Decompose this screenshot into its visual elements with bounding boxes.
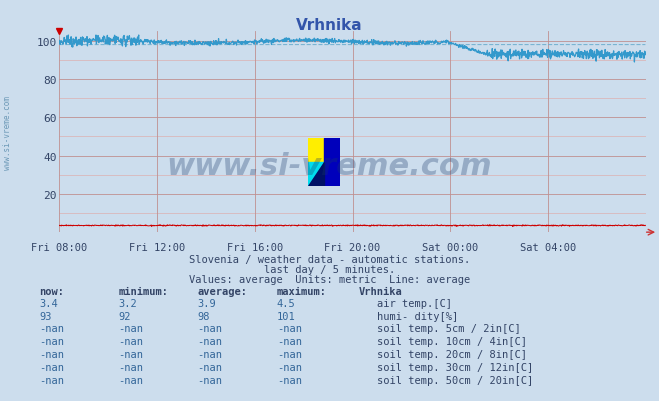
Bar <box>324 138 340 186</box>
Text: Fri 12:00: Fri 12:00 <box>129 243 185 253</box>
Text: Vrhnika: Vrhnika <box>359 287 403 297</box>
Text: -nan: -nan <box>277 349 302 359</box>
Text: -nan: -nan <box>198 349 223 359</box>
Text: 3.4: 3.4 <box>40 298 58 308</box>
Text: maximum:: maximum: <box>277 287 327 297</box>
Text: 4.5: 4.5 <box>277 298 295 308</box>
Text: -nan: -nan <box>119 336 144 346</box>
Text: air temp.[C]: air temp.[C] <box>377 298 452 308</box>
Text: now:: now: <box>40 287 65 297</box>
Text: Fri 16:00: Fri 16:00 <box>227 243 283 253</box>
Text: soil temp. 50cm / 20in[C]: soil temp. 50cm / 20in[C] <box>377 375 533 385</box>
Polygon shape <box>308 162 324 186</box>
Text: Slovenia / weather data - automatic stations.: Slovenia / weather data - automatic stat… <box>189 255 470 265</box>
Text: -nan: -nan <box>40 362 65 372</box>
Text: humi- dity[%]: humi- dity[%] <box>377 311 458 321</box>
Text: -nan: -nan <box>198 375 223 385</box>
Text: 98: 98 <box>198 311 210 321</box>
Text: -nan: -nan <box>277 362 302 372</box>
Text: soil temp. 30cm / 12in[C]: soil temp. 30cm / 12in[C] <box>377 362 533 372</box>
Text: average:: average: <box>198 287 248 297</box>
Text: Sat 04:00: Sat 04:00 <box>520 243 576 253</box>
Text: Fri 08:00: Fri 08:00 <box>31 243 88 253</box>
Text: -nan: -nan <box>198 324 223 334</box>
Text: 93: 93 <box>40 311 52 321</box>
Bar <box>308 138 324 162</box>
Text: www.si-vreme.com: www.si-vreme.com <box>3 95 13 169</box>
Text: soil temp. 20cm / 8in[C]: soil temp. 20cm / 8in[C] <box>377 349 527 359</box>
Text: -nan: -nan <box>119 362 144 372</box>
Text: -nan: -nan <box>119 324 144 334</box>
Text: -nan: -nan <box>198 362 223 372</box>
Text: -nan: -nan <box>40 349 65 359</box>
Text: 3.2: 3.2 <box>119 298 137 308</box>
Text: -nan: -nan <box>119 349 144 359</box>
Text: -nan: -nan <box>40 336 65 346</box>
Text: -nan: -nan <box>277 375 302 385</box>
Text: -nan: -nan <box>277 324 302 334</box>
Text: Values: average  Units: metric  Line: average: Values: average Units: metric Line: aver… <box>189 274 470 284</box>
Text: Fri 20:00: Fri 20:00 <box>324 243 381 253</box>
Text: -nan: -nan <box>119 375 144 385</box>
Text: minimum:: minimum: <box>119 287 169 297</box>
Text: 101: 101 <box>277 311 295 321</box>
Text: -nan: -nan <box>40 375 65 385</box>
Text: last day / 5 minutes.: last day / 5 minutes. <box>264 265 395 275</box>
Text: -nan: -nan <box>198 336 223 346</box>
Text: soil temp. 5cm / 2in[C]: soil temp. 5cm / 2in[C] <box>377 324 521 334</box>
Text: Vrhnika: Vrhnika <box>296 18 363 33</box>
Text: 3.9: 3.9 <box>198 298 216 308</box>
Text: soil temp. 10cm / 4in[C]: soil temp. 10cm / 4in[C] <box>377 336 527 346</box>
Text: Sat 00:00: Sat 00:00 <box>422 243 478 253</box>
Text: -nan: -nan <box>40 324 65 334</box>
Text: www.si-vreme.com: www.si-vreme.com <box>167 152 492 181</box>
Text: -nan: -nan <box>277 336 302 346</box>
Text: 92: 92 <box>119 311 131 321</box>
Bar <box>308 162 324 186</box>
